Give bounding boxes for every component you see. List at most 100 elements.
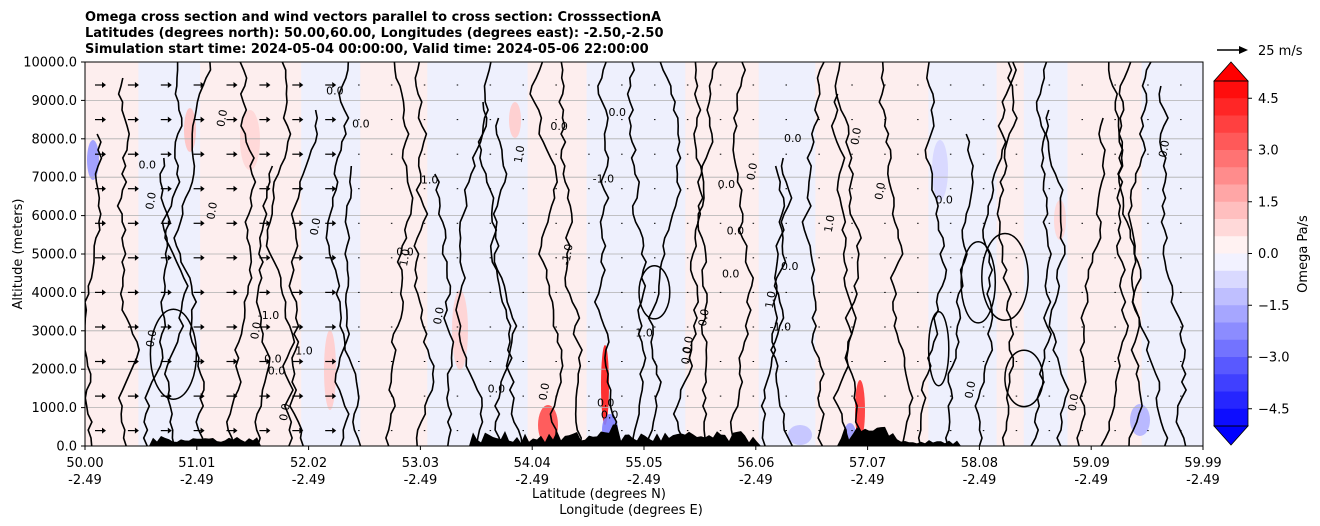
- wind-vector: [292, 358, 304, 365]
- wind-vector: [160, 185, 172, 192]
- colorbar-tick-label: 3.0: [1258, 144, 1279, 159]
- wind-vector-head: [102, 358, 106, 365]
- omega-contours: [85, 62, 1188, 446]
- colorbar-segment: [1214, 150, 1248, 168]
- wind-vector: [193, 254, 205, 261]
- x-tick-label-lat: 54.04: [514, 456, 551, 471]
- wind-vector-head: [266, 324, 271, 330]
- contour-line: [142, 62, 183, 446]
- wind-vector-head: [299, 358, 304, 365]
- y-tick-label: 9000.0: [32, 94, 78, 109]
- contour-line: [1076, 117, 1106, 446]
- wind-vector-head: [134, 358, 139, 365]
- chart-title: Omega cross section and wind vectors par…: [85, 10, 664, 57]
- contour-line: [1158, 85, 1188, 446]
- wind-vector: [160, 427, 172, 434]
- wind-vector-head: [167, 393, 172, 400]
- wind-vector-head: [102, 254, 106, 261]
- colorbar-segment: [1214, 322, 1248, 341]
- wind-vector: [160, 116, 172, 123]
- wind-vector: [226, 289, 238, 296]
- contour-line: [1117, 62, 1169, 446]
- contour-label: 1.0: [512, 145, 528, 164]
- contour-label: 0.0: [248, 321, 264, 340]
- wind-vector-head: [299, 254, 304, 261]
- wind-vector: [95, 358, 106, 365]
- colorbar-segment: [1214, 270, 1248, 289]
- wind-vector-head: [102, 393, 106, 400]
- wind-vector: [259, 427, 271, 434]
- wind-vector-head: [266, 220, 271, 227]
- y-tick-label: 7000.0: [32, 171, 78, 186]
- wind-vector-head: [102, 220, 106, 227]
- wind-vector: [226, 254, 238, 261]
- contour-label: 0.0: [204, 201, 220, 220]
- contour-label: 1.0: [822, 214, 838, 233]
- contour-line: [1030, 62, 1052, 446]
- wind-vector-head: [233, 427, 238, 434]
- wind-vector-head: [233, 185, 238, 192]
- colorbar-extend-top: [1213, 61, 1249, 82]
- contour-line: [593, 62, 618, 446]
- wind-vector: [226, 151, 238, 158]
- wind-vector-head: [102, 82, 106, 88]
- wind-vector: [127, 324, 139, 330]
- wind-vector-head: [134, 324, 139, 330]
- wind-vector-head: [102, 289, 106, 296]
- colorbar-segment: [1214, 288, 1248, 306]
- x-tick-label-lat: 57.07: [849, 456, 886, 471]
- contour-line: [265, 62, 296, 446]
- wind-vector: [127, 82, 139, 88]
- wind-vector: [226, 393, 238, 400]
- wind-vector-head: [266, 358, 271, 365]
- contour-label: 0.0: [139, 159, 157, 172]
- wind-vector-head: [332, 185, 337, 192]
- wind-vector-head: [134, 220, 139, 227]
- contour-label: 1.0: [421, 174, 439, 187]
- wind-vector: [259, 289, 271, 296]
- wind-vector-head: [266, 254, 271, 261]
- colorbar-segment: [1214, 236, 1248, 254]
- wind-vector-head: [167, 427, 172, 434]
- y-tick-label: 10000.0: [23, 56, 77, 71]
- wind-vector: [292, 289, 304, 296]
- wind-vector-head: [233, 324, 238, 330]
- wind-vector: [325, 220, 337, 227]
- wind-vector: [193, 151, 205, 158]
- x-tick-label-lon: -2.49: [515, 473, 549, 488]
- wind-vector-head: [102, 185, 106, 192]
- terrain: [85, 424, 1203, 446]
- x-tick-label-lat: 59.09: [1073, 456, 1110, 471]
- contour-line: [729, 62, 755, 446]
- contour-line: [996, 62, 1018, 446]
- wind-vector: [127, 254, 139, 261]
- colorbar-segment: [1214, 339, 1248, 358]
- contour-line: [672, 62, 705, 446]
- plot-area: 1.00.00.00.00.00.00.01.00.00.00.0-1.00.0…: [85, 62, 1203, 446]
- contour-label: 0.0: [680, 335, 696, 354]
- wind-vector: [95, 427, 106, 434]
- omega-extremum: [538, 405, 558, 445]
- contour-label: -1.0: [559, 243, 576, 266]
- wind-vector: [95, 82, 106, 88]
- wind-vector: [95, 185, 106, 192]
- contour-line: [492, 117, 523, 446]
- wind-vector-head: [200, 427, 205, 434]
- wind-vector-head: [134, 185, 139, 192]
- contour-label: 0.0: [597, 396, 615, 409]
- contour-label: 0.0: [1156, 139, 1172, 158]
- colorbar-segment: [1214, 408, 1248, 427]
- colorbar-tick-label: −3.0: [1258, 351, 1290, 366]
- wind-vector-head: [233, 254, 238, 261]
- wind-vector: [325, 358, 337, 365]
- wind-vector: [325, 185, 337, 192]
- x-tick-label-lon: -2.49: [292, 473, 326, 488]
- vector-key-arrowhead: [1239, 46, 1248, 54]
- wind-vector: [325, 393, 337, 400]
- wind-vector-head: [233, 220, 238, 227]
- contour-label: -1.0: [770, 320, 791, 333]
- wind-vector: [292, 151, 304, 158]
- contour-label: -1.0: [258, 309, 279, 322]
- wind-vector-head: [200, 254, 205, 261]
